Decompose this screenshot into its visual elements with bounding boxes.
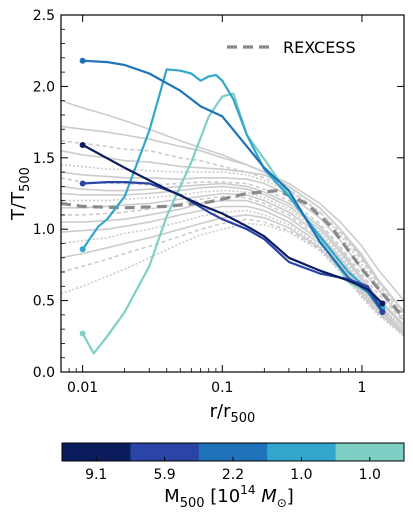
colorbar-tick-label: 5.9 — [153, 467, 175, 483]
x-tick-label: 0.1 — [211, 380, 233, 396]
y-tick-label: 2.0 — [33, 79, 55, 95]
colorbar-label: M500 [1014 M⊙] — [164, 483, 294, 511]
colorbar-segment — [198, 443, 268, 461]
background-profile-line — [61, 171, 404, 322]
series-end-point-1 — [379, 300, 386, 307]
colorbar-tick-label: 9.1 — [85, 467, 107, 483]
series-line-3 — [81, 59, 384, 314]
legend: REXCESS — [227, 38, 356, 57]
rexcess-line — [61, 188, 404, 319]
x-tick-label: 1 — [357, 380, 366, 396]
background-profile-line — [61, 177, 404, 323]
background-profile-line — [61, 199, 404, 333]
series-start-point-2 — [79, 180, 86, 187]
plot-frame — [60, 14, 405, 373]
colorbar-segment — [335, 443, 405, 461]
y-axis-label: T/T500 — [8, 167, 33, 221]
series-start-point-4 — [79, 246, 86, 253]
series-start-point-5 — [79, 330, 86, 337]
y-tick-label: 0.5 — [33, 294, 55, 310]
background-profile-line — [61, 205, 404, 334]
legend-label-rexcess: REXCESS — [283, 38, 356, 57]
x-axis-label: r/r500 — [210, 401, 256, 426]
background-profile-line — [61, 185, 404, 327]
background-profile-line — [61, 192, 404, 330]
series-line-1 — [81, 143, 384, 305]
colorbar-tick-label: 2.2 — [222, 467, 244, 483]
series-start-point-1 — [79, 141, 86, 148]
y-tick-label: 0.0 — [33, 365, 55, 381]
background-profile-line — [61, 139, 404, 316]
colorbar-segment — [267, 443, 337, 461]
colorbar-tick-label: 1.0 — [290, 467, 312, 483]
y-tick-label: 1.5 — [33, 151, 55, 167]
y-tick-label: 2.5 — [33, 8, 55, 24]
series-line-4 — [81, 68, 384, 309]
cluster-series — [79, 57, 386, 355]
background-profile-line — [61, 125, 404, 313]
background-profiles — [61, 99, 404, 337]
background-profile-line — [61, 99, 404, 302]
rexcess-reference-curve — [61, 188, 404, 319]
colorbar-segment — [62, 443, 131, 461]
y-tick-label: 1.0 — [33, 222, 55, 238]
background-profile-line — [61, 164, 404, 319]
background-profile-line — [61, 149, 404, 313]
colorbar-segment — [130, 443, 200, 461]
series-end-point-2 — [379, 309, 386, 316]
series-start-point-3 — [79, 57, 86, 64]
background-profile-line — [61, 218, 404, 336]
colorbar-tick-label: 1.0 — [359, 467, 381, 483]
axes: 0.0 0.5 1.0 1.5 2.0 2.5 0.01 0.1 1 r/r500 T/T500 — [8, 8, 405, 426]
background-profile-line — [61, 182, 404, 326]
background-profile-line — [61, 195, 404, 333]
x-tick-label: 0.01 — [67, 380, 98, 396]
background-profile-line — [61, 222, 404, 337]
